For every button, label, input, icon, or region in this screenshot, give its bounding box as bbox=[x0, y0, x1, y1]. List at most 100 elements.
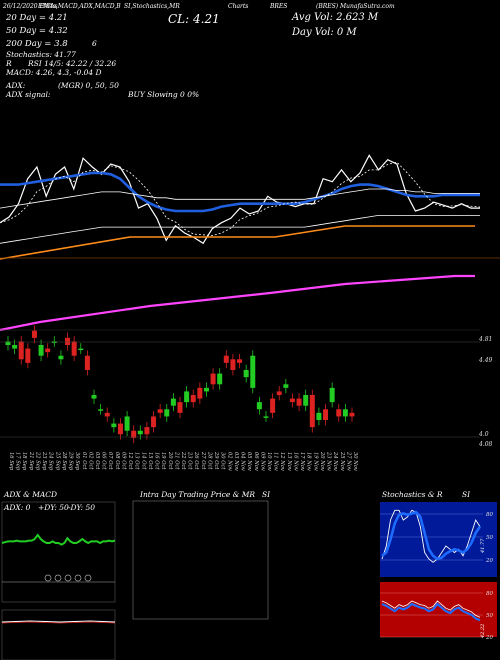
date-tick-label: 29 Sep bbox=[68, 451, 74, 471]
date-tick-label: 27 Oct bbox=[200, 451, 206, 470]
date-tick-label: 06 Nov bbox=[253, 452, 259, 471]
price-axis-label: 4.0 bbox=[478, 431, 489, 438]
candle-body bbox=[250, 355, 256, 388]
date-axis: 16 Sep 17 Sep 18 Sep 21 Sep 22 Sep 23 Sep 24 S… bbox=[8, 451, 358, 471]
ema200-label: 200 Day = 3.8 bbox=[6, 39, 68, 49]
date-tick-label: 26 Oct bbox=[193, 451, 199, 470]
date-tick-label: 19 Oct bbox=[160, 452, 166, 470]
candle-body bbox=[243, 370, 249, 378]
candle-body bbox=[336, 409, 342, 417]
date-tick-label: 09 Nov bbox=[259, 452, 265, 471]
date-tick-label: 12 Nov bbox=[279, 452, 285, 471]
avg-volume-label: Avg Vol: 2.623 M bbox=[292, 12, 379, 23]
r-label: R bbox=[6, 59, 12, 68]
candle-body bbox=[263, 416, 269, 418]
rsi-axis-label: 20 bbox=[485, 635, 493, 641]
header-indicators-2: SI,Stochastics,MR bbox=[124, 3, 180, 10]
macd-panel bbox=[1, 609, 116, 660]
candle-body bbox=[5, 341, 11, 345]
rsi-signal-line bbox=[381, 600, 481, 618]
date-tick-label: 30 Sep bbox=[74, 452, 80, 471]
ema-mid-line bbox=[0, 188, 480, 209]
buy-label: BUY Slowing 0 0% bbox=[128, 90, 200, 99]
date-tick-label: 16 Oct bbox=[154, 452, 160, 470]
adx-marker bbox=[54, 574, 62, 582]
date-tick-label: 04 Nov bbox=[240, 452, 246, 471]
date-tick-label: 20 Nov bbox=[319, 451, 325, 471]
date-tick-label: 16 Nov bbox=[292, 452, 298, 471]
stochastics-label: Stochastics: 41.77 bbox=[6, 50, 76, 59]
candle-body bbox=[349, 412, 355, 417]
date-tick-label: 09 Oct bbox=[120, 452, 126, 470]
date-tick-label: 24 Sep bbox=[48, 451, 54, 471]
candle-body bbox=[71, 341, 77, 356]
date-tick-label: 22 Sep bbox=[34, 451, 40, 471]
candle-body bbox=[144, 427, 150, 435]
adx-legend-label: ADX: 0 bbox=[3, 503, 31, 512]
candle-body bbox=[210, 373, 216, 385]
adx-label: ADX: bbox=[6, 81, 26, 90]
rsi-value-label: 42.22 bbox=[480, 624, 486, 639]
candle-body bbox=[217, 373, 223, 385]
date-tick-label: 27 Nov bbox=[345, 451, 351, 471]
stoch-si-label: SI bbox=[462, 490, 471, 499]
candle-body bbox=[342, 409, 348, 417]
date-tick-label: 02 Oct bbox=[87, 452, 93, 470]
candle-body bbox=[38, 345, 44, 356]
candle-body bbox=[177, 402, 183, 413]
price-axis-label: 4.08 bbox=[478, 441, 493, 448]
price-line bbox=[0, 154, 480, 245]
header-charts: Charts bbox=[228, 3, 249, 10]
candle-body bbox=[137, 430, 143, 435]
date-tick-label: 18 Nov bbox=[306, 452, 312, 471]
candle-body bbox=[12, 345, 18, 349]
header-indicators: EMAs,MACD,ADX,MACD,B bbox=[38, 3, 121, 10]
price-axis-label: 4.81 bbox=[478, 336, 492, 343]
date-tick-label: 30 Nov bbox=[352, 452, 358, 471]
adx-panel-title: ADX & MACD bbox=[4, 490, 58, 499]
date-tick-label: 16 Sep bbox=[8, 452, 14, 471]
header-date: 26/12/2020 EMAs bbox=[3, 3, 58, 10]
candle-body bbox=[303, 395, 309, 406]
date-tick-label: 23 Nov bbox=[326, 451, 332, 471]
date-tick-label: 28 Oct bbox=[206, 451, 212, 470]
price-ema-plot bbox=[0, 154, 481, 245]
date-tick-label: 22 Oct bbox=[180, 451, 186, 470]
ema-fast-line bbox=[0, 171, 480, 213]
date-tick-label: 18 Sep bbox=[21, 452, 27, 471]
candle-body bbox=[45, 348, 51, 353]
candle-body bbox=[111, 423, 117, 428]
date-tick-label: 17 Nov bbox=[299, 452, 305, 471]
candle-body bbox=[289, 398, 295, 403]
macd-label: MACD: 4.26, 4.3, -0.04 D bbox=[6, 68, 102, 77]
adx-legend-label: +DY: 50 bbox=[38, 503, 69, 512]
rsi-label: RSI 14/5: 42.22 / 32.26 bbox=[28, 59, 117, 68]
date-tick-label: 13 Nov bbox=[286, 452, 292, 471]
candle-body bbox=[283, 384, 289, 388]
date-tick-label: 05 Nov bbox=[246, 452, 252, 471]
date-tick-label: 25 Nov bbox=[339, 451, 345, 471]
adx-marker bbox=[64, 574, 72, 582]
candle-body bbox=[296, 398, 302, 406]
candle-body bbox=[237, 359, 243, 363]
candle-body bbox=[104, 412, 110, 417]
candle-body bbox=[329, 387, 335, 403]
adx-signal-label: ADX signal: bbox=[6, 90, 51, 99]
date-tick-label: 07 Oct bbox=[107, 452, 113, 470]
candle-body bbox=[316, 412, 322, 420]
candlestick-plot: 4.81 4.49 4.0 4.08 bbox=[0, 325, 493, 448]
intraday-si-label: SI bbox=[262, 490, 271, 499]
date-tick-label: 03 Nov bbox=[233, 452, 239, 471]
date-tick-label: 08 Oct bbox=[114, 452, 120, 470]
rsi-line bbox=[381, 602, 481, 622]
intraday-panel bbox=[132, 500, 269, 620]
smoothed-price-line bbox=[0, 161, 481, 237]
candle-body bbox=[91, 395, 97, 399]
candle-body bbox=[58, 355, 64, 360]
candle-body bbox=[323, 409, 329, 420]
stochastics-axis-label: 50 bbox=[486, 535, 493, 541]
date-tick-label: 14 Oct bbox=[140, 452, 146, 470]
macd-line bbox=[1, 620, 116, 623]
